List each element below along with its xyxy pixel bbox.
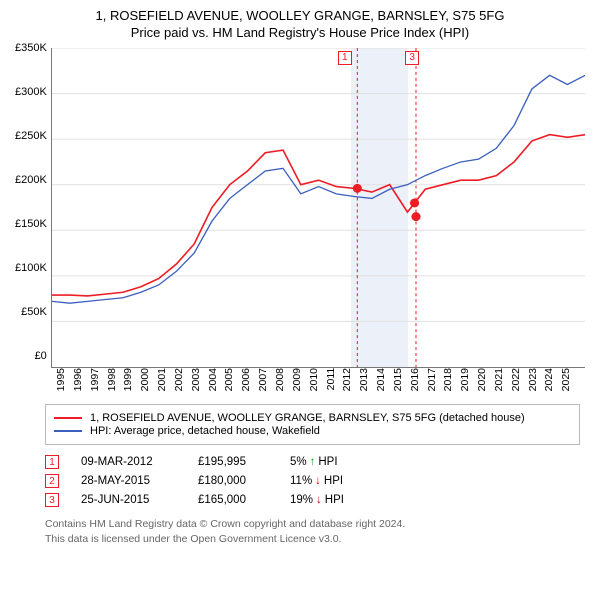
sale-point-1 — [353, 184, 362, 193]
sale-point-2 — [410, 198, 419, 207]
y-tick-label: £250K — [15, 130, 47, 142]
x-tick-label: 1996 — [72, 368, 89, 394]
x-tick-label: 2000 — [139, 368, 156, 394]
y-axis: £350K £300K £250K £200K £150K £100K £50K £0 — [15, 42, 51, 362]
x-tick-label: 2009 — [291, 368, 308, 394]
footer-line2: This data is licensed under the Open Gov… — [45, 532, 585, 546]
tx-num-box: 1 — [45, 455, 59, 469]
footer: Contains HM Land Registry data © Crown c… — [45, 517, 585, 545]
x-tick-label: 2017 — [426, 368, 443, 394]
title-line2: Price paid vs. HM Land Registry's House … — [15, 25, 585, 40]
tx-price: £180,000 — [198, 475, 268, 487]
x-tick-label: 2022 — [510, 368, 527, 394]
tx-num-box: 3 — [45, 493, 59, 507]
tx-pct: 5% ↑ HPI — [290, 456, 370, 468]
y-tick-label: £150K — [15, 218, 47, 230]
transaction-row: 1 09-MAR-2012 £195,995 5% ↑ HPI — [45, 455, 585, 469]
tx-price: £195,995 — [198, 456, 268, 468]
sale-point-3 — [411, 212, 420, 221]
x-tick-label: 2015 — [392, 368, 409, 394]
y-tick-label: £0 — [15, 350, 47, 362]
title-line1: 1, ROSEFIELD AVENUE, WOOLLEY GRANGE, BAR… — [15, 8, 585, 23]
x-tick-label: 2010 — [308, 368, 325, 394]
tx-price: £165,000 — [198, 494, 268, 506]
x-tick-label: 2025 — [560, 368, 577, 394]
chart-container: 1, ROSEFIELD AVENUE, WOOLLEY GRANGE, BAR… — [0, 0, 600, 556]
marker-label-1: 1 — [338, 51, 352, 65]
x-tick-label: 2019 — [459, 368, 476, 394]
legend-label-hpi: HPI: Average price, detached house, Wake… — [90, 425, 320, 437]
legend-box: 1, ROSEFIELD AVENUE, WOOLLEY GRANGE, BAR… — [45, 404, 580, 445]
arrow-icon: ↓ — [316, 494, 322, 506]
x-tick-label: 2018 — [442, 368, 459, 394]
tx-pct: 19% ↓ HPI — [290, 494, 370, 506]
chart-wrap: £350K£300K£250K£200K£150K£100K£50K£0 13 — [15, 48, 585, 368]
series-property — [52, 135, 585, 296]
x-tick-label: 2024 — [543, 368, 560, 394]
series-hpi — [52, 75, 585, 303]
x-tick-label: 2001 — [156, 368, 173, 394]
x-tick-label: 1995 — [55, 368, 72, 394]
arrow-icon: ↑ — [310, 456, 316, 468]
x-tick-label: 2003 — [190, 368, 207, 394]
legend-swatch-property — [54, 417, 82, 419]
y-tick-label: £200K — [15, 174, 47, 186]
x-tick-label: 1998 — [106, 368, 123, 394]
x-tick-label: 2020 — [476, 368, 493, 394]
legend-label-property: 1, ROSEFIELD AVENUE, WOOLLEY GRANGE, BAR… — [90, 412, 525, 424]
title-block: 1, ROSEFIELD AVENUE, WOOLLEY GRANGE, BAR… — [15, 8, 585, 40]
legend-row-hpi: HPI: Average price, detached house, Wake… — [54, 425, 571, 437]
x-axis: 1995199619971998199920002001200220032004… — [55, 368, 577, 394]
x-tick-label: 2012 — [341, 368, 358, 394]
y-tick-label: £350K — [15, 42, 47, 54]
x-tick-label: 1997 — [89, 368, 106, 394]
y-tick-label: £50K — [15, 306, 47, 318]
tx-date: 09-MAR-2012 — [81, 456, 176, 468]
x-tick-label: 2016 — [409, 368, 426, 394]
transactions-table: 1 09-MAR-2012 £195,995 5% ↑ HPI 2 28-MAY-2015… — [45, 455, 585, 507]
legend-row-property: 1, ROSEFIELD AVENUE, WOOLLEY GRANGE, BAR… — [54, 412, 571, 424]
x-tick-label: 2013 — [358, 368, 375, 394]
x-tick-label: 2005 — [223, 368, 240, 394]
plot-svg — [52, 48, 585, 367]
x-tick-label: 2004 — [207, 368, 224, 394]
x-tick-label: 2008 — [274, 368, 291, 394]
marker-label-3: 3 — [405, 51, 419, 65]
tx-date: 28-MAY-2015 — [81, 475, 176, 487]
x-tick-label: 2023 — [527, 368, 544, 394]
tx-pct: 11% ↓ HPI — [290, 475, 370, 487]
x-tick-label: 2002 — [173, 368, 190, 394]
y-tick-label: £100K — [15, 262, 47, 274]
legend-swatch-hpi — [54, 430, 82, 432]
footer-line1: Contains HM Land Registry data © Crown c… — [45, 517, 585, 531]
plot-area: 13 — [51, 48, 585, 368]
transaction-row: 2 28-MAY-2015 £180,000 11% ↓ HPI — [45, 474, 585, 488]
x-tick-label: 2014 — [375, 368, 392, 394]
x-tick-label: 2011 — [325, 368, 342, 394]
y-tick-label: £300K — [15, 86, 47, 98]
arrow-icon: ↓ — [315, 475, 321, 487]
x-tick-label: 2007 — [257, 368, 274, 394]
transaction-row: 3 25-JUN-2015 £165,000 19% ↓ HPI — [45, 493, 585, 507]
x-tick-label: 2021 — [493, 368, 510, 394]
tx-date: 25-JUN-2015 — [81, 494, 176, 506]
tx-num-box: 2 — [45, 474, 59, 488]
x-tick-label: 2006 — [240, 368, 257, 394]
x-tick-label: 1999 — [122, 368, 139, 394]
